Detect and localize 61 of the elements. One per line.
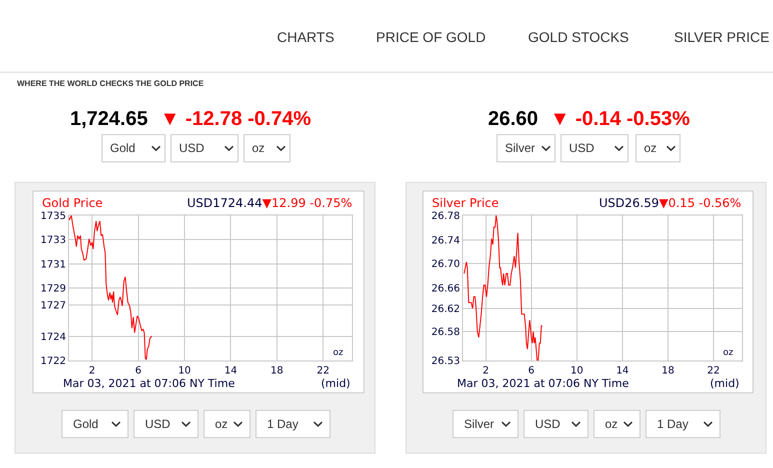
y-tick-label: 1724 (40, 332, 66, 343)
text: oz (215, 417, 228, 431)
y-tick-label: 1729 (40, 284, 66, 295)
x-tick-label: 2 (88, 366, 96, 377)
text: 1,724.65 (70, 108, 148, 130)
text: ▼ -12.78 -0.74% (160, 108, 312, 130)
text: 1 Day (267, 417, 298, 431)
chart-title: Silver Price (432, 196, 499, 210)
y-tick-label: 26.70 (431, 259, 460, 270)
x-tick-label: 14 (224, 366, 238, 377)
text: Mar 03, 2021 at 07:06 NY Time (457, 377, 630, 390)
x-tick-label: 10 (178, 366, 191, 377)
annotation: oz (723, 348, 734, 358)
y-tick-label: 26.62 (431, 304, 460, 315)
text: 26.60 (488, 108, 538, 130)
text: USD (569, 141, 595, 155)
y-tick-label: 26.78 (431, 210, 460, 222)
text: USD26.59 (599, 196, 659, 210)
text: (mid) (710, 377, 740, 390)
x-tick-label: 14 (616, 366, 629, 377)
text: WHERE THE WORLD CHECKS THE GOLD PRICE (17, 79, 204, 88)
y-tick-label: 1733 (40, 235, 66, 246)
text: Mar 03, 2021 at 07:06 NY Time (63, 377, 236, 390)
text: oz (644, 141, 657, 155)
x-tick-label: 18 (662, 366, 674, 377)
x-tick-label: 22 (707, 366, 720, 377)
text: ▼ -0.14 -0.53% (550, 108, 690, 130)
text: Gold (110, 141, 136, 155)
x-tick-label: 10 (570, 366, 584, 377)
x-tick-label: 6 (135, 366, 142, 377)
text: (mid) (321, 377, 350, 390)
x-tick-label: 18 (270, 366, 284, 377)
text: USD (179, 141, 205, 155)
text: oz (605, 417, 618, 431)
chart-title: Gold Price (42, 196, 103, 210)
y-tick-label: 26.58 (431, 327, 460, 338)
y-tick-label: 1735 (40, 210, 66, 222)
text: Silver (505, 141, 536, 155)
x-tick-label: 22 (316, 366, 330, 377)
text: oz (252, 141, 265, 155)
text: CHARTS (277, 29, 334, 45)
text: SILVER PRICE (674, 29, 770, 45)
y-tick-label: 1727 (40, 300, 66, 312)
y-tick-label: 26.74 (431, 235, 460, 246)
line-series (464, 215, 543, 361)
text: USD (145, 417, 171, 431)
text: USD (535, 417, 561, 431)
x-tick-label: 2 (482, 366, 489, 377)
text: Gold (73, 417, 98, 431)
y-tick-label: 26.66 (431, 284, 460, 295)
text: USD1724.44 (187, 196, 262, 210)
line-series (69, 215, 152, 360)
y-tick-label: 1731 (40, 259, 66, 270)
annotation: oz (333, 348, 344, 358)
x-tick-label: 6 (528, 366, 535, 377)
text: PRICE OF GOLD (376, 29, 486, 45)
y-tick-label: 26.53 (431, 356, 460, 368)
y-tick-label: 1722 (40, 356, 66, 368)
text: GOLD STOCKS (528, 29, 629, 45)
text: 1 Day (657, 417, 688, 431)
text: Silver (464, 417, 494, 431)
